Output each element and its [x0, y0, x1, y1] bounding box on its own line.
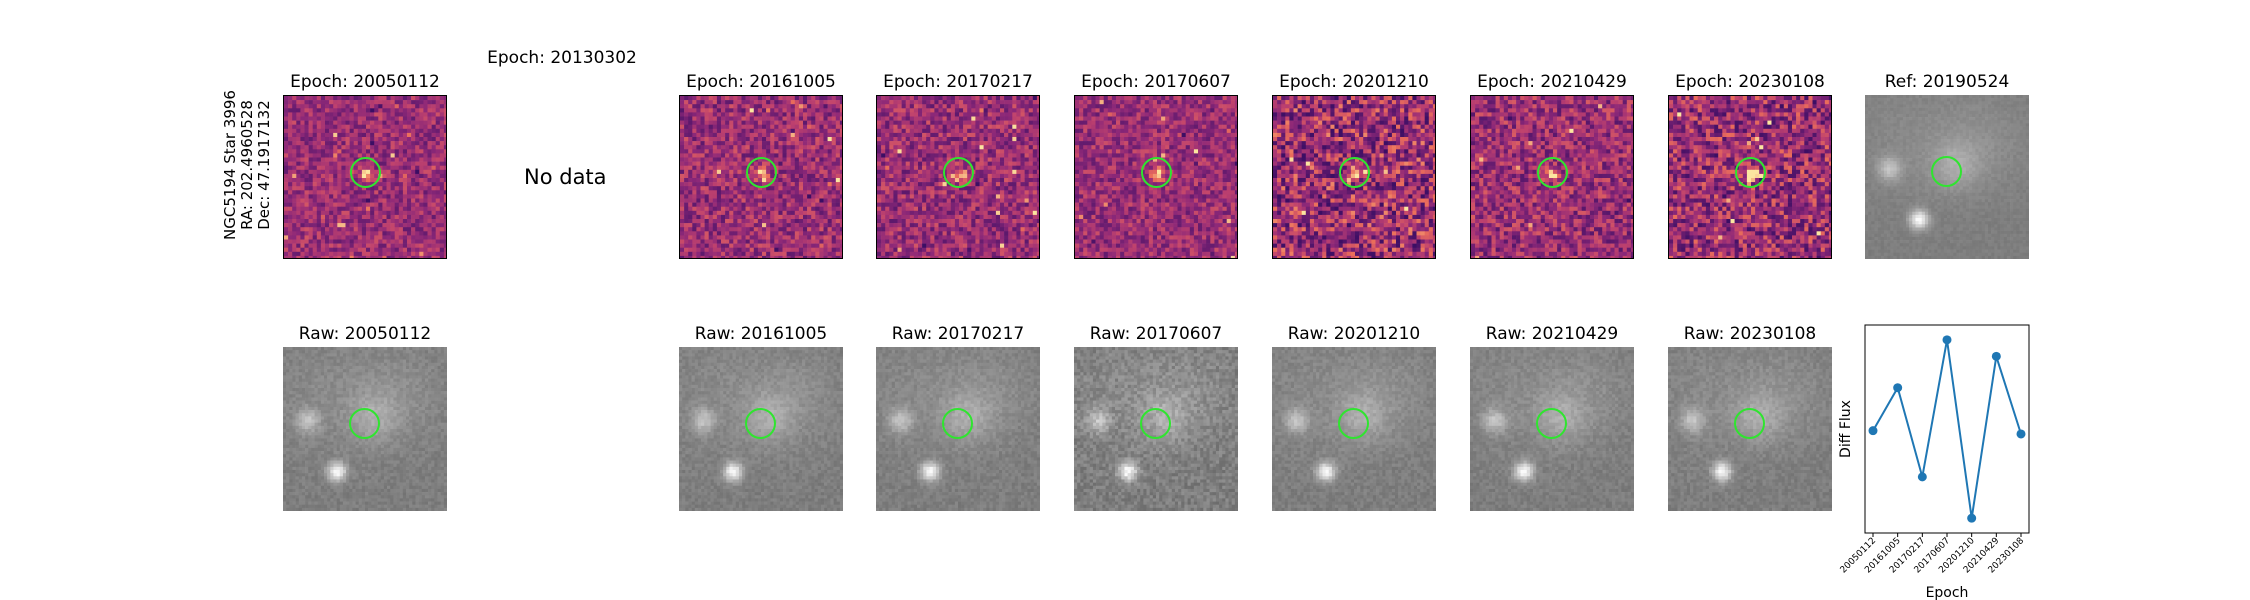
raw-image [876, 347, 1040, 511]
raw-image [679, 347, 843, 511]
star-ra: RA: 202.4960528 [238, 85, 256, 245]
raw-image [1470, 347, 1634, 511]
raw-title: Raw: 20230108 [1668, 324, 1832, 344]
light-curve-svg: 2005011220161005201702172017060720201210… [1838, 324, 2030, 600]
difference-image-pixels [877, 96, 1039, 258]
data-point [1893, 383, 1903, 393]
star-info-label: NGC5194 Star 3996 RA: 202.4960528 Dec: 4… [221, 85, 273, 245]
raw-title: Raw: 20201210 [1272, 324, 1436, 344]
target-circle [1339, 157, 1370, 188]
diff-title: Epoch: 20170607 [1074, 72, 1238, 92]
raw-title: Raw: 20210429 [1470, 324, 1634, 344]
raw-image [283, 347, 447, 511]
data-point [1868, 426, 1878, 436]
star-dec: Dec: 47.1917132 [255, 85, 273, 245]
data-point [1942, 335, 1952, 345]
raw-title: Raw: 20170217 [876, 324, 1040, 344]
target-circle [1931, 156, 1962, 187]
grayscale-image-pixels [679, 347, 843, 511]
target-circle [745, 408, 776, 439]
target-circle [1735, 157, 1766, 188]
diff-image [1668, 95, 1832, 259]
diff-image [1074, 95, 1238, 259]
diff-title: Epoch: 20130302 [480, 48, 644, 68]
ref-image [1865, 95, 2029, 259]
difference-image-pixels [1471, 96, 1633, 258]
axes-frame [1864, 324, 2030, 534]
target-circle [1338, 408, 1369, 439]
series-line [1872, 339, 2022, 519]
raw-title: Raw: 20161005 [679, 324, 843, 344]
target-circle [350, 157, 381, 188]
target-circle [1140, 408, 1171, 439]
y-axis-label: Diff Flux [1838, 400, 1854, 458]
diff-image [1272, 95, 1436, 259]
data-point [2016, 429, 2026, 439]
diff-title: Epoch: 20161005 [679, 72, 843, 92]
diff-image [876, 95, 1040, 259]
raw-title: Raw: 20050112 [283, 324, 447, 344]
grayscale-image-pixels [1865, 95, 2029, 259]
target-circle [1537, 157, 1568, 188]
difference-image-pixels [284, 96, 446, 258]
target-circle [1141, 157, 1172, 188]
target-circle [943, 157, 974, 188]
no-data-message: No data [524, 165, 607, 189]
diff-title: Epoch: 20050112 [283, 72, 447, 92]
ref-title: Ref: 20190524 [1865, 72, 2029, 92]
raw-title: Raw: 20170607 [1074, 324, 1238, 344]
target-circle [746, 157, 777, 188]
diff-title: Epoch: 20210429 [1470, 72, 1634, 92]
diff-title: Epoch: 20170217 [876, 72, 1040, 92]
diff-image [679, 95, 843, 259]
diff-image [283, 95, 447, 259]
data-point [1967, 513, 1977, 523]
difference-image-pixels [1273, 96, 1435, 258]
raw-image [1074, 347, 1238, 511]
x-axis-label: Epoch [1926, 585, 1969, 600]
target-circle [349, 408, 380, 439]
diff-title: Epoch: 20230108 [1668, 72, 1832, 92]
raw-image [1272, 347, 1436, 511]
target-circle [1734, 408, 1765, 439]
difference-image-pixels [1075, 96, 1237, 258]
star-name: NGC5194 Star 3996 [221, 85, 239, 245]
grayscale-image-pixels [876, 347, 1040, 511]
raw-image [1668, 347, 1832, 511]
diff-title: Epoch: 20201210 [1272, 72, 1436, 92]
target-circle [942, 408, 973, 439]
grayscale-image-pixels [1272, 347, 1436, 511]
data-point [1917, 472, 1927, 482]
grayscale-image-pixels [1074, 347, 1238, 511]
data-point [1991, 351, 2001, 361]
diff-image [1470, 95, 1634, 259]
light-curve-chart: 20050112 20161005 20170217 20170607 20201210… [1830, 315, 2070, 600]
target-circle [1536, 408, 1567, 439]
